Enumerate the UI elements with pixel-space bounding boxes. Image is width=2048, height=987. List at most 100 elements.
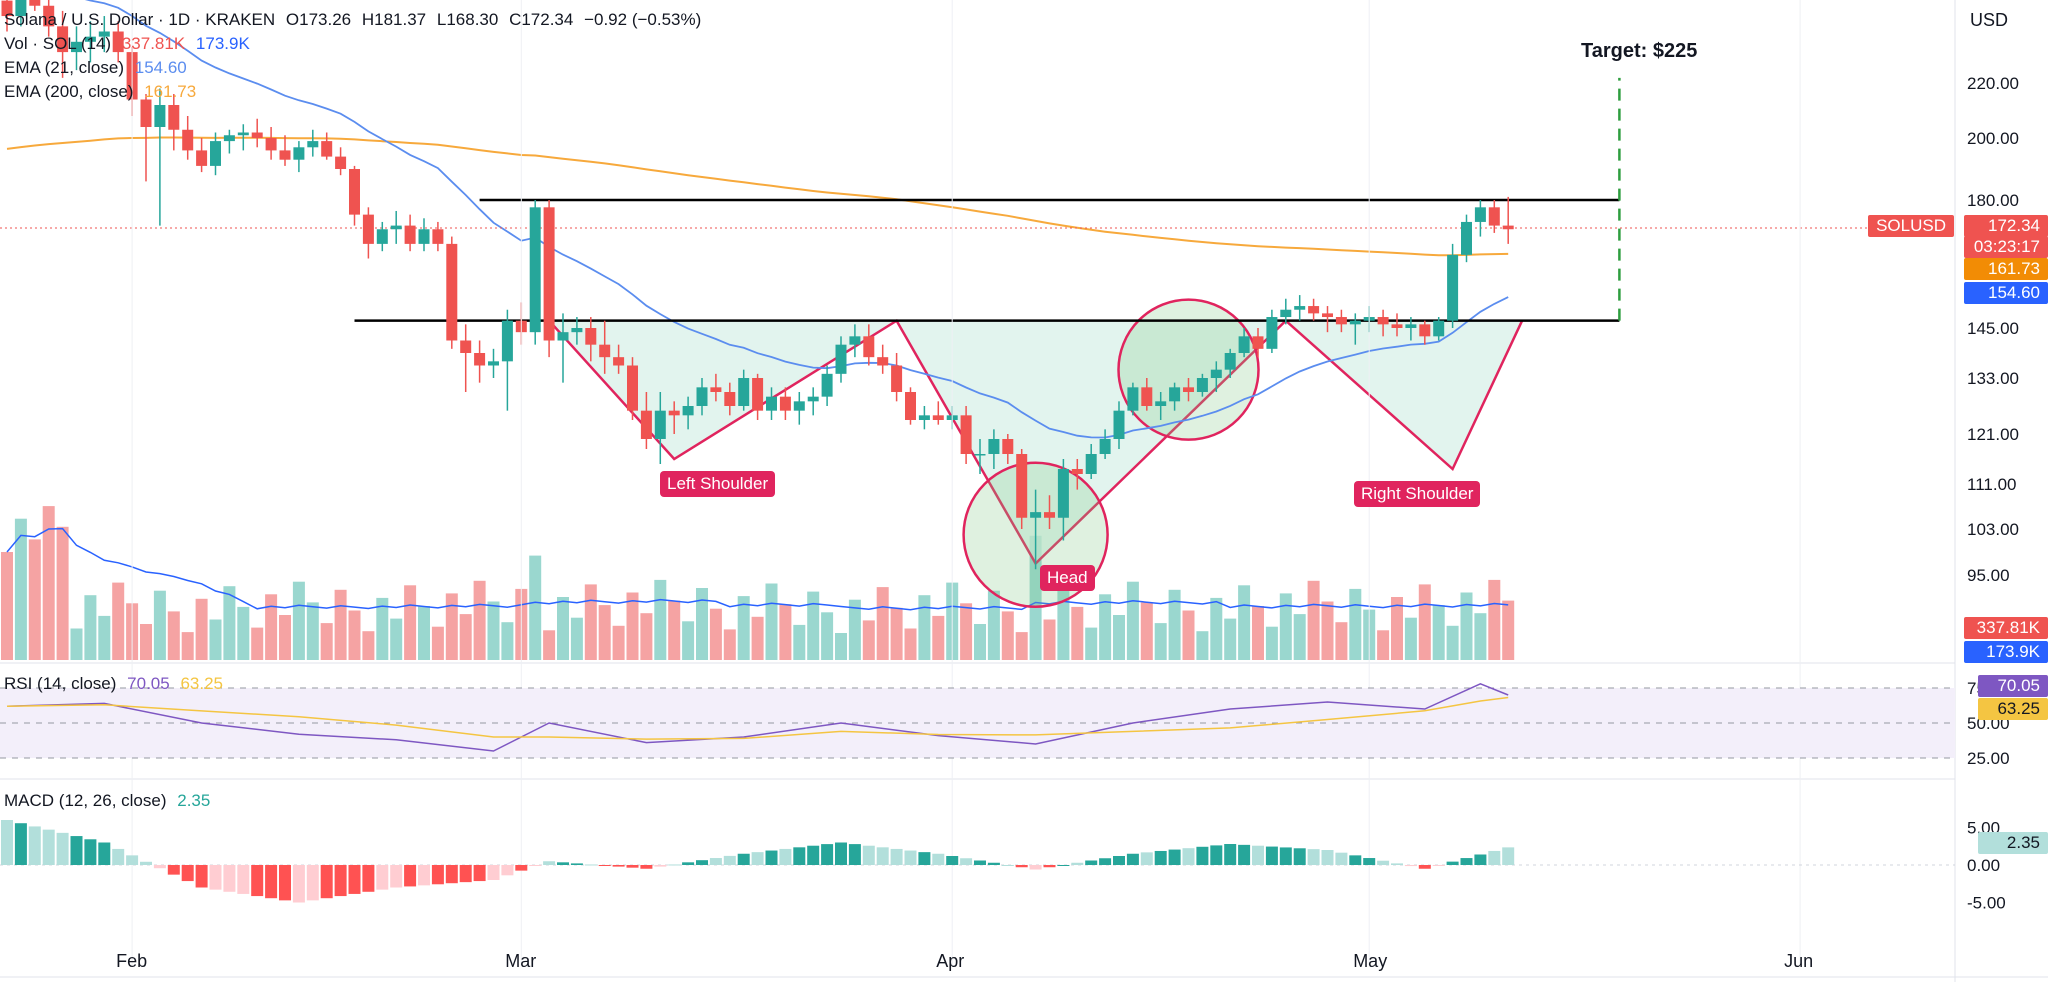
macd-hist-bar — [140, 861, 152, 865]
candle-body — [265, 138, 277, 151]
volume-bar — [807, 591, 820, 660]
ema21-line — [84, 0, 1509, 439]
macd-hist-bar — [709, 858, 722, 865]
macd-hist-bar — [459, 865, 472, 883]
ohlc-low: L168.30 — [436, 10, 499, 29]
macd-hist-bar — [14, 823, 27, 865]
candle-body — [710, 387, 722, 392]
volume-bar — [1460, 592, 1473, 660]
macd-hist-bar — [1029, 865, 1042, 870]
currency-label[interactable]: USD — [1969, 10, 2008, 30]
right-shoulder-label: Right Shoulder — [1354, 481, 1481, 507]
candle-body — [223, 135, 235, 142]
volume-bar — [626, 592, 639, 660]
macd-hist-bar — [682, 862, 695, 865]
candle-body — [1391, 324, 1403, 328]
candle-body — [1238, 336, 1250, 353]
symbol-badge: SOLUSD — [1868, 215, 1954, 237]
volume-bar — [265, 594, 278, 660]
volume-bar — [98, 615, 111, 660]
volume-bar — [1071, 606, 1084, 660]
price-tick-label: 180.00 — [1967, 191, 2019, 210]
macd-hist-bar — [529, 865, 542, 866]
volume-bar — [1502, 600, 1515, 660]
macd-hist-bar — [445, 865, 458, 884]
macd-hist-bar — [376, 865, 389, 890]
volume-bar — [862, 620, 875, 660]
macd-hist-bar — [835, 842, 847, 865]
rsi-ma-badge: 63.25 — [1978, 698, 2048, 720]
last-price-badge: 172.34 — [1964, 215, 2048, 237]
volume-label: Vol · SOL (14) — [4, 34, 112, 53]
macd-hist-bar — [1502, 847, 1515, 865]
volume-bar — [1126, 581, 1139, 660]
macd-hist-bar — [265, 865, 278, 899]
macd-hist-bar — [779, 848, 792, 865]
candle-body — [1308, 306, 1320, 314]
macd-hist-bar — [946, 856, 959, 865]
macd-hist-bar — [487, 865, 500, 880]
volume-bar — [696, 588, 708, 660]
macd-hist-bar — [279, 865, 291, 901]
macd-hist-bar — [570, 863, 583, 865]
rsi-label: RSI (14, close) — [4, 674, 117, 693]
ohlc-close: C172.34 — [509, 10, 574, 29]
macd-hist-bar — [1293, 848, 1306, 865]
macd-hist-bar — [1377, 860, 1390, 865]
pattern-fill — [549, 320, 1523, 564]
volume-bar — [1488, 579, 1501, 660]
macd-hist-bar — [292, 865, 305, 903]
candle-body — [362, 214, 374, 244]
volume-bar — [84, 595, 97, 660]
macd-hist-bar — [1252, 845, 1264, 865]
volume-bar — [1321, 601, 1334, 660]
volume-bar — [181, 632, 194, 660]
volume-bar — [640, 613, 653, 660]
head-label: Head — [1040, 565, 1095, 591]
volume-bar — [682, 621, 695, 660]
macd-hist-bar — [320, 865, 333, 899]
volume-bar — [1182, 610, 1195, 660]
candle-body — [1141, 387, 1153, 406]
volume-bar — [1418, 584, 1431, 660]
volume-bar — [56, 526, 69, 660]
candle-body — [1474, 207, 1486, 222]
volume-bar — [779, 604, 792, 660]
macd-hist-bar — [793, 847, 806, 865]
volume-bar — [223, 586, 236, 660]
left-shoulder-label: Left Shoulder — [660, 471, 776, 497]
macd-hist-bar — [557, 862, 569, 865]
price-tick-label: 121.00 — [1967, 425, 2019, 444]
volume-ma-value: 173.9K — [195, 34, 250, 53]
volume-ma-line — [6, 527, 1509, 611]
macd-hist-bar — [84, 839, 97, 865]
macd-hist-bar — [1488, 850, 1501, 865]
macd-hist-bar — [723, 855, 736, 865]
macd-hist-bar — [974, 860, 986, 865]
volume-bar — [1, 552, 13, 660]
volume-bar — [1238, 585, 1251, 660]
time-tick-label: Mar — [505, 951, 536, 971]
macd-hist-bar — [1099, 858, 1112, 865]
candle-body — [1183, 387, 1194, 392]
volume-bar — [501, 622, 514, 660]
macd-hist-bar — [1460, 858, 1473, 865]
candle-body — [279, 150, 291, 160]
candle-body — [696, 387, 708, 406]
macd-hist-bar — [1279, 847, 1292, 865]
macd-hist-bar — [765, 850, 778, 865]
ohlc-change: −0.92 (−0.53%) — [584, 10, 702, 29]
volume-bar — [348, 610, 361, 660]
macd-hist-bar — [904, 850, 917, 865]
volume-bar — [1377, 630, 1390, 660]
candle-body — [432, 229, 444, 244]
volume-bar — [821, 612, 834, 660]
volume-bar — [487, 601, 500, 660]
macd-hist-bar — [1335, 852, 1348, 865]
volume-bar — [543, 630, 556, 660]
macd-hist-bar — [1196, 846, 1209, 865]
volume-bar — [153, 590, 166, 660]
candle-body — [57, 26, 69, 53]
candle-body — [766, 396, 777, 411]
